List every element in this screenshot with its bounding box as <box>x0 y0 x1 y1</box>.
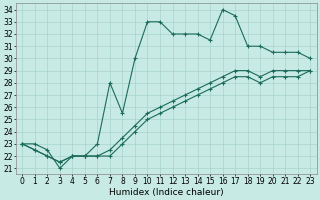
X-axis label: Humidex (Indice chaleur): Humidex (Indice chaleur) <box>109 188 224 197</box>
